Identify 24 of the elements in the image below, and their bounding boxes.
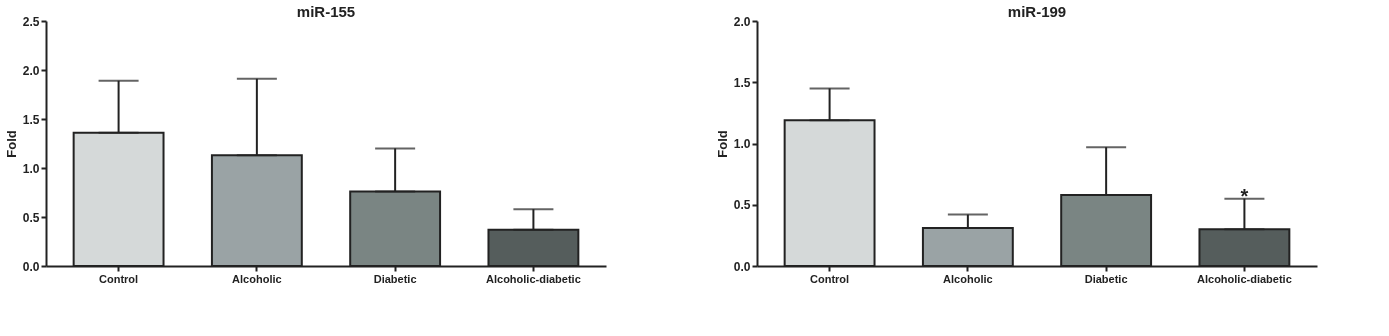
y-tick-label: 2.0	[733, 14, 751, 29]
y-axis-title: Fold	[3, 130, 19, 158]
y-tick-label: 1.0	[22, 161, 40, 176]
y-tick-label: 1.0	[733, 137, 751, 151]
annotation: *	[1240, 184, 1249, 207]
x-tick-label: Control	[810, 272, 850, 285]
y-tick-label: 2.0	[22, 63, 40, 78]
y-tick-label: 1.5	[22, 112, 40, 127]
y-tick-label: 1.5	[733, 75, 751, 90]
y-tick-label: 0.5	[733, 198, 751, 213]
y-tick-label: 0.0	[733, 259, 751, 274]
x-tick-label: Alcoholic	[232, 272, 282, 285]
chart-title: miR-155	[296, 3, 356, 20]
x-tick-label: Alcoholic	[943, 272, 993, 285]
y-tick-label: 0.5	[22, 210, 40, 225]
x-tick-label: Alcoholic-diabetic	[486, 272, 581, 285]
x-tick-label: Diabetic	[373, 272, 417, 285]
x-tick-label: Diabetic	[1084, 272, 1128, 285]
chart-title: miR-199	[1007, 3, 1067, 20]
y-tick-label: 0.0	[22, 259, 40, 274]
y-axis-title: Fold	[714, 130, 730, 158]
x-tick-label: Control	[99, 272, 139, 285]
x-tick-label: Alcoholic-diabetic	[1197, 272, 1292, 285]
y-tick-label: 2.5	[22, 14, 40, 29]
